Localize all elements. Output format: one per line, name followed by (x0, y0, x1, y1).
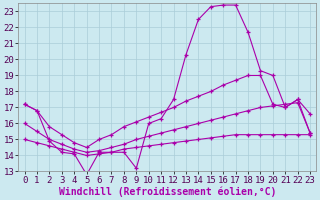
X-axis label: Windchill (Refroidissement éolien,°C): Windchill (Refroidissement éolien,°C) (59, 186, 276, 197)
